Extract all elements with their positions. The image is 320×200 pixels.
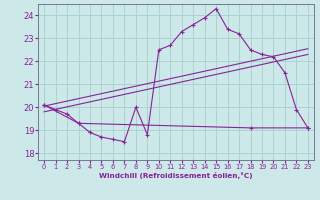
X-axis label: Windchill (Refroidissement éolien,°C): Windchill (Refroidissement éolien,°C) bbox=[99, 172, 253, 179]
